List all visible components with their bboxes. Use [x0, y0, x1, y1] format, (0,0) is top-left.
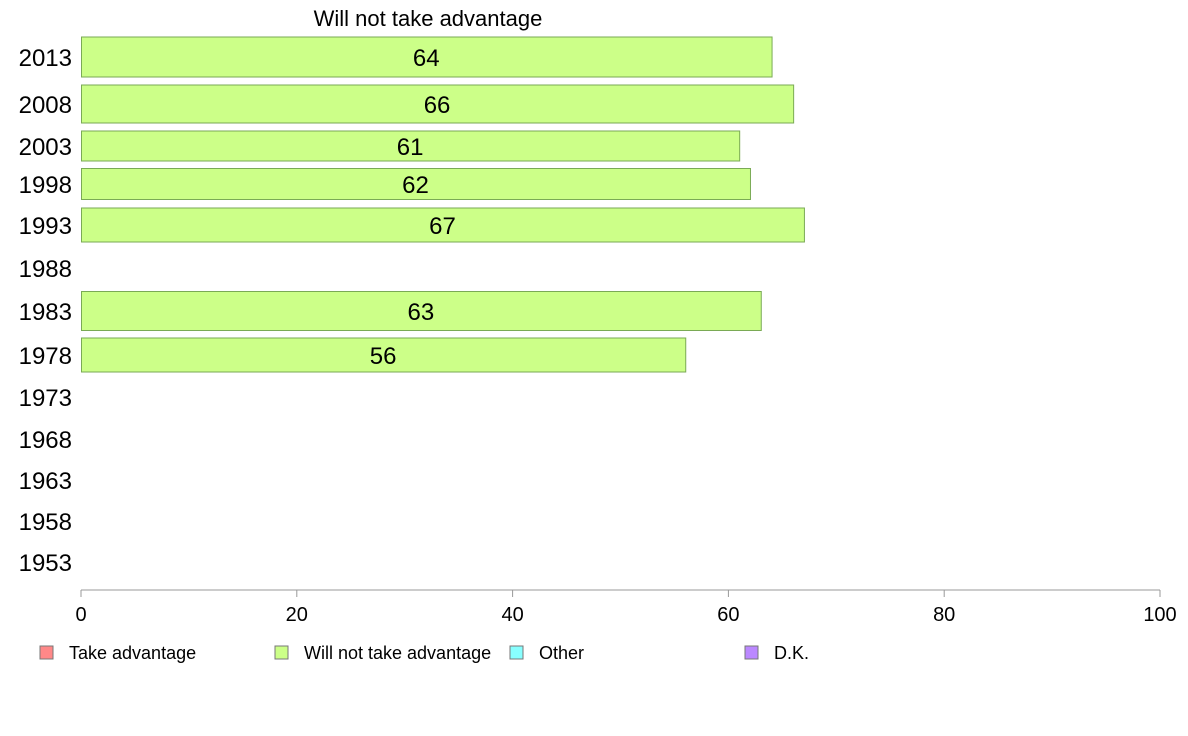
category-label: 1968	[19, 427, 72, 454]
legend-swatch	[509, 645, 524, 660]
category-label: 1998	[19, 172, 72, 199]
x-tick-label: 60	[717, 604, 739, 626]
category-label: 1983	[19, 299, 72, 326]
legend-item: Other	[509, 643, 584, 663]
x-tick-label: 0	[75, 604, 86, 626]
bar	[81, 84, 795, 124]
bar	[81, 36, 773, 78]
bar-value-label: 64	[413, 45, 440, 72]
bar-value-label: 66	[424, 92, 451, 119]
category-label: 2003	[19, 134, 72, 161]
legend-label: D.K.	[774, 643, 809, 663]
legend-swatch	[39, 645, 54, 660]
legend-label: Take advantage	[69, 643, 196, 663]
x-axis: 0 20 40 60 80 100	[75, 589, 1177, 626]
category-label: 1963	[19, 468, 72, 495]
category-label: 2008	[19, 92, 72, 119]
bar-value-label: 63	[408, 299, 435, 326]
x-tick-label: 40	[501, 604, 523, 626]
legend-swatch	[744, 645, 759, 660]
legend: Take advantage Will not take advantage Oth…	[39, 643, 809, 663]
bar-value-label: 62	[402, 172, 429, 199]
chart-title: Will not take advantage	[314, 6, 543, 31]
bar	[81, 337, 687, 373]
category-label: 1953	[19, 550, 72, 577]
legend-item: Take advantage	[39, 643, 196, 663]
category-label: 1993	[19, 213, 72, 240]
bar	[81, 130, 741, 162]
category-label: 1978	[19, 343, 72, 370]
category-label: 2013	[19, 45, 72, 72]
legend-label: Other	[539, 643, 584, 663]
category-label: 1973	[19, 385, 72, 412]
legend-item: D.K.	[744, 643, 809, 663]
category-labels: 2013 2008 2003 1998 1993 1988 1983 1978 1973 1968…	[19, 45, 72, 577]
bar	[81, 168, 751, 200]
bar-value-label: 61	[397, 134, 424, 161]
category-label: 1988	[19, 256, 72, 283]
bar-value-label: 67	[429, 213, 456, 240]
x-tick-label: 100	[1143, 604, 1176, 626]
category-label: 1958	[19, 509, 72, 536]
x-tick-label: 20	[286, 604, 308, 626]
legend-item: Will not take advantage	[274, 643, 491, 663]
legend-label: Will not take advantage	[304, 643, 491, 663]
legend-swatch	[274, 645, 289, 660]
bar	[81, 291, 762, 331]
bar-value-label: 56	[370, 343, 397, 370]
bar	[81, 207, 805, 243]
x-tick-label: 80	[933, 604, 955, 626]
bars	[81, 36, 805, 373]
